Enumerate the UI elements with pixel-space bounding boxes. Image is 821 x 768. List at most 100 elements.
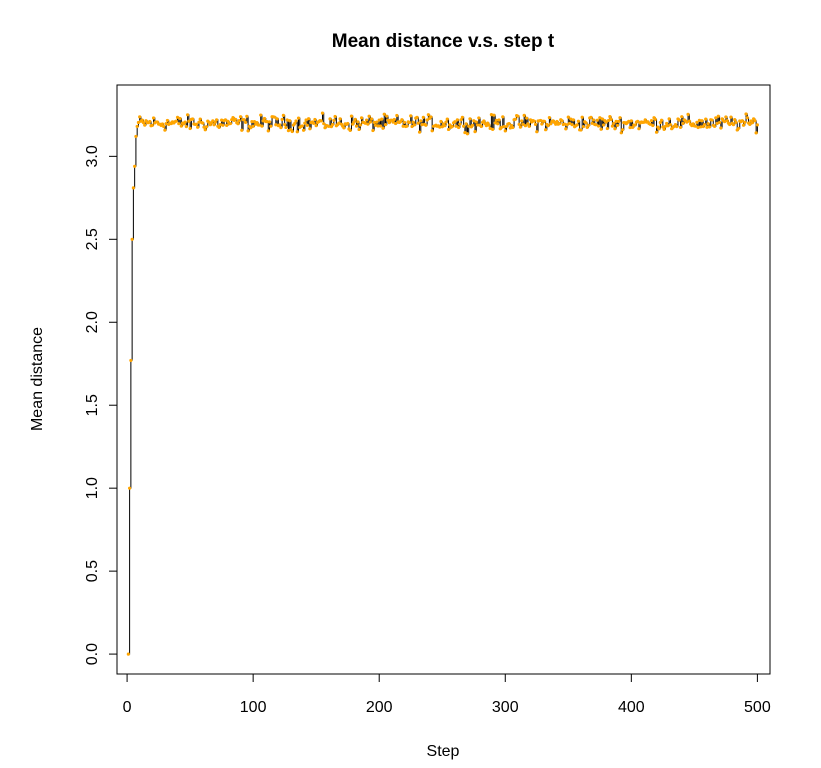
data-point — [731, 123, 736, 127]
data-point — [521, 122, 525, 126]
data-point — [619, 131, 623, 135]
data-point — [337, 121, 341, 125]
data-point — [443, 124, 447, 128]
data-point — [243, 120, 248, 125]
data-point — [223, 118, 228, 122]
y-tick-label: 0.5 — [84, 560, 101, 582]
data-point — [444, 120, 448, 124]
data-point — [405, 124, 409, 128]
data-point — [212, 123, 216, 127]
data-point — [356, 120, 360, 124]
data-point — [629, 119, 633, 123]
data-point — [338, 117, 342, 121]
data-point — [533, 122, 538, 126]
data-point — [600, 117, 604, 121]
data-point — [383, 122, 388, 127]
data-point — [245, 114, 249, 118]
data-point — [575, 123, 579, 127]
data-point — [440, 125, 444, 129]
data-point — [488, 126, 492, 130]
data-point — [717, 120, 722, 124]
data-point — [687, 119, 691, 123]
data-point — [203, 128, 207, 132]
data-point — [491, 127, 495, 131]
data-point — [542, 119, 546, 123]
data-point — [220, 118, 224, 122]
data-point — [479, 124, 483, 129]
data-point — [252, 120, 257, 124]
data-point — [425, 118, 429, 122]
data-point — [419, 119, 423, 123]
data-point — [225, 123, 229, 128]
data-point — [520, 119, 524, 123]
data-point — [681, 121, 685, 126]
data-point — [511, 125, 515, 130]
data-point — [284, 125, 288, 130]
data-point — [694, 124, 698, 128]
data-point — [535, 130, 539, 134]
data-point — [680, 115, 684, 119]
data-point — [394, 121, 398, 126]
data-point — [591, 118, 596, 122]
data-point — [348, 128, 352, 132]
data-point — [368, 120, 372, 124]
data-point — [544, 128, 548, 132]
data-point — [523, 124, 528, 128]
data-point — [283, 122, 287, 127]
y-tick-label: 1.0 — [84, 477, 101, 499]
data-point — [380, 117, 384, 121]
data-point — [126, 652, 130, 656]
data-point — [228, 121, 233, 126]
data-point — [566, 115, 570, 119]
data-point — [696, 125, 700, 130]
data-point — [354, 124, 359, 128]
data-point — [450, 124, 454, 129]
y-tick-label: 2.0 — [84, 311, 101, 333]
data-point — [546, 124, 550, 128]
data-point — [467, 124, 471, 128]
data-point — [164, 122, 168, 126]
data-point — [294, 119, 298, 123]
data-point — [728, 122, 732, 127]
data-point — [426, 113, 430, 117]
data-point — [439, 119, 443, 124]
data-point — [128, 486, 132, 490]
data-point — [260, 124, 264, 128]
data-point — [300, 124, 304, 128]
data-point — [359, 116, 364, 120]
data-point — [496, 122, 500, 126]
data-point — [517, 122, 521, 126]
data-point — [430, 129, 434, 133]
data-point — [162, 124, 166, 129]
data-point — [569, 117, 573, 121]
data-point — [474, 120, 478, 124]
y-tick-label: 3.0 — [84, 145, 101, 167]
data-point — [358, 123, 362, 127]
data-point — [705, 125, 709, 129]
data-point — [381, 126, 385, 130]
data-point — [555, 119, 559, 124]
data-point — [211, 119, 215, 123]
data-point — [141, 121, 146, 125]
data-point — [502, 125, 506, 129]
x-tick-label: 500 — [744, 699, 771, 716]
data-point — [342, 126, 346, 130]
data-point — [719, 126, 723, 130]
data-point — [501, 115, 505, 119]
data-point — [508, 126, 512, 130]
data-point — [151, 116, 156, 120]
data-point — [493, 121, 497, 125]
data-point — [259, 113, 263, 117]
chart-title: Mean distance v.s. step t — [332, 31, 555, 52]
data-point — [352, 120, 356, 124]
data-point — [401, 124, 405, 128]
data-point — [648, 122, 652, 126]
data-point — [538, 118, 543, 123]
data-point — [255, 120, 259, 125]
y-tick-label: 1.5 — [84, 394, 101, 416]
data-point — [269, 124, 273, 128]
data-point — [178, 116, 182, 121]
data-point — [305, 123, 309, 127]
data-point — [630, 125, 635, 129]
data-point — [407, 120, 412, 125]
